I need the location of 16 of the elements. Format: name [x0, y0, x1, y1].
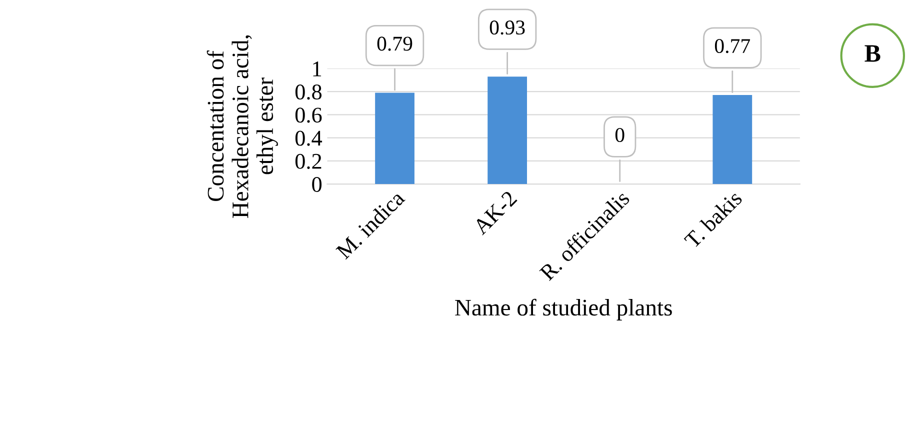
y-tick-label: 0.6 — [295, 108, 322, 123]
x-axis-title: Name of studied plants — [455, 298, 672, 320]
y-axis-title: Concentation of Hexadecanoic acid, ethyl ester — [206, 35, 278, 218]
data-label: 0.77 — [714, 38, 750, 54]
bar — [488, 76, 528, 184]
data-label: 0.79 — [377, 36, 412, 51]
bar — [375, 92, 414, 184]
y-tick-label: 0.4 — [295, 130, 322, 146]
y-tick-label: 0 — [312, 176, 322, 192]
bar — [712, 95, 752, 184]
y-tick-label: 0.8 — [295, 84, 322, 100]
y-tick-label: 0.2 — [295, 154, 322, 169]
text: B — [864, 45, 880, 62]
data-label: 0.93 — [490, 20, 525, 35]
y-tick-label: 1 — [313, 62, 322, 76]
data-label: 0 — [615, 128, 624, 142]
